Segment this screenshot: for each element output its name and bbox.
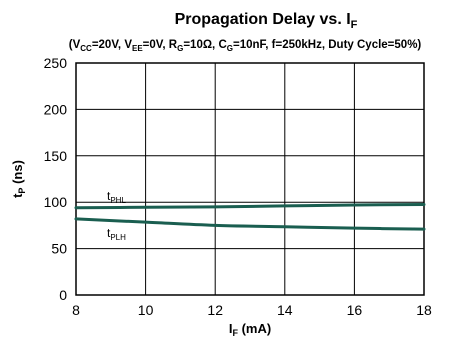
x-axis-ticks: 8 10 12 14 16 18	[72, 302, 432, 318]
series-label-main: t	[107, 189, 111, 203]
subtitle-subscript: G	[177, 44, 183, 53]
series-label-sub: PHL	[110, 196, 126, 205]
x-axis-label-unit: (mA)	[238, 321, 271, 336]
y-axis-label-unit: (ns)	[10, 160, 25, 187]
x-axis-label: IF (mA)	[229, 321, 271, 338]
y-tick-label: 250	[44, 55, 68, 71]
series-label-sub: PLH	[110, 233, 126, 242]
y-axis-label: tP (ns)	[10, 160, 27, 198]
subtitle-subscript: EE	[132, 44, 143, 53]
x-tick-label: 12	[207, 302, 223, 318]
y-tick-label: 50	[51, 241, 67, 257]
chart-title-sub: F	[351, 19, 358, 31]
subtitle-text: =10nF, f=250kHz, Duty Cycle=50%)	[233, 39, 421, 51]
series-lines	[74, 203, 426, 231]
subtitle-text: (V	[69, 39, 81, 51]
x-tick-label: 8	[72, 302, 80, 318]
subtitle-text: =20V, V	[92, 39, 133, 51]
y-axis-ticks: 0 50 100 150 200 250	[44, 55, 68, 303]
y-tick-label: 200	[44, 101, 68, 117]
grid	[75, 62, 425, 296]
y-tick-label: 150	[44, 148, 68, 164]
series-label-phl: tPHL	[107, 189, 126, 205]
subtitle-text: =10Ω, C	[183, 39, 226, 51]
x-axis-label-main: I	[229, 321, 233, 336]
subtitle-subscript: CC	[80, 44, 92, 53]
series-label-main: t	[107, 226, 111, 240]
x-tick-label: 14	[277, 302, 293, 318]
chart-subtitle: (VCC=20V, VEE=0V, RG=10Ω, CG=10nF, f=250…	[69, 39, 422, 53]
chart-title-main: Propagation Delay vs. I	[175, 11, 351, 28]
plot-frame	[75, 62, 425, 296]
x-tick-label: 16	[347, 302, 363, 318]
y-tick-label: 100	[44, 194, 68, 210]
y-axis-label-sub: P	[17, 188, 27, 194]
y-tick-label: 0	[59, 287, 67, 303]
subtitle-subscript: G	[227, 44, 233, 53]
series-line-phl	[74, 203, 426, 210]
chart-title: Propagation Delay vs. IF	[175, 11, 358, 31]
subtitle-text: =0V, R	[143, 39, 178, 51]
y-axis-label-main: t	[10, 193, 25, 198]
series-label-plh: tPLH	[107, 226, 126, 242]
x-axis-label-sub: F	[232, 328, 238, 338]
x-tick-label: 18	[416, 302, 432, 318]
series-line-plh	[74, 217, 426, 231]
x-tick-label: 10	[138, 302, 154, 318]
